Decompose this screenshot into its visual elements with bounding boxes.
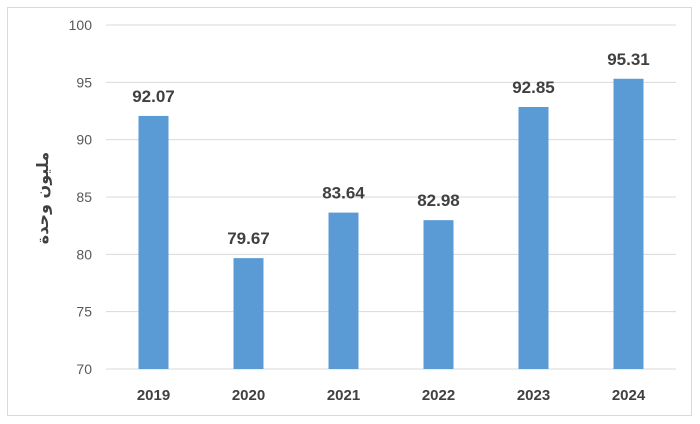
bar-2021: [328, 212, 359, 369]
y-tick-label: 90: [76, 132, 92, 148]
y-tick-label: 75: [76, 304, 92, 320]
y-tick-label: 70: [76, 361, 92, 377]
bar-2024: [613, 78, 644, 370]
x-tick-label-2021: 2021: [327, 387, 360, 404]
data-label-2021: 83.64: [322, 184, 365, 203]
x-tick-label-2020: 2020: [232, 387, 265, 404]
y-tick-label: 95: [76, 74, 92, 90]
data-label-2024: 95.31: [607, 50, 650, 69]
data-label-2019: 92.07: [132, 87, 175, 106]
bar-2022: [423, 220, 454, 369]
bar-2019: [138, 115, 169, 369]
bar-2020: [233, 258, 264, 369]
x-tick-label-2024: 2024: [612, 387, 646, 404]
y-tick-label: 85: [76, 189, 92, 205]
bar-2023: [518, 106, 549, 369]
x-tick-label-2023: 2023: [517, 387, 550, 404]
x-tick-label-2019: 2019: [137, 387, 170, 404]
y-axis-label: مليون وحدة: [33, 152, 52, 244]
x-tick-label-2022: 2022: [422, 387, 455, 404]
data-label-2023: 92.85: [512, 78, 555, 97]
y-tick-label: 80: [76, 246, 92, 262]
y-tick-label: 100: [69, 17, 93, 33]
data-label-2020: 79.67: [227, 229, 270, 248]
data-label-2022: 82.98: [417, 191, 460, 210]
